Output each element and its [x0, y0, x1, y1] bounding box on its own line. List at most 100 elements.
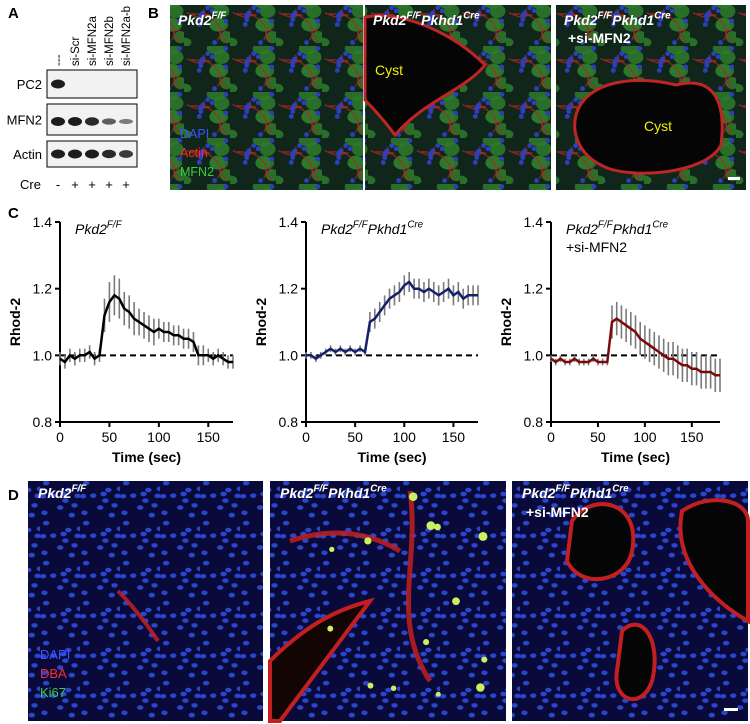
title-part: Pkhd1 [612, 12, 654, 28]
legend-entry: Ki67 [40, 685, 66, 700]
legend-entry: Actin [180, 146, 208, 160]
trace-line [550, 317, 720, 377]
dba-tubule [289, 490, 433, 683]
y-tick-label: 1.0 [524, 347, 544, 363]
y-tick-label: 1.2 [279, 281, 299, 297]
y-tick-label: 1.4 [279, 214, 299, 230]
ki67-nucleus [481, 656, 488, 663]
title-part: Pkd2 [373, 12, 407, 28]
band [51, 117, 65, 126]
x-tick-label: 50 [590, 429, 606, 445]
x-tick-label: 0 [547, 429, 555, 445]
band [85, 149, 99, 159]
cyst-lumen [614, 622, 657, 702]
lane-label: si-MFN2b [104, 16, 116, 66]
y-tick-label: 0.8 [33, 414, 53, 430]
micrograph [28, 481, 263, 721]
band [85, 117, 99, 126]
title-part: Pkd2 [38, 485, 72, 501]
blot-label: MFN2 [7, 113, 42, 128]
micrograph [170, 5, 363, 190]
legend-entry: DAPI [40, 647, 70, 662]
title-part: Pkhd1 [613, 221, 653, 237]
legend-entry: DBA [40, 666, 67, 681]
image-title: Pkd2F/FPkhd1Cre [373, 11, 480, 28]
ki67-nucleus [434, 523, 441, 531]
cre-sign: - [56, 177, 60, 192]
scale-bar [724, 708, 738, 711]
title-sup: F/F [211, 11, 227, 22]
ki67-nucleus [435, 691, 441, 697]
title-part: Pkd2 [321, 221, 353, 237]
y-tick-label: 1.2 [524, 281, 544, 297]
panel-label: D [8, 487, 19, 504]
lane-label: si-MFN2a [87, 16, 99, 66]
lane-label: si-Scr [70, 36, 82, 66]
legend-entry: DAPI [180, 127, 209, 141]
ki67-nucleus [426, 521, 436, 530]
cyst-lumen [268, 597, 375, 723]
y-tick-label: 1.2 [33, 281, 53, 297]
blot-label: PC2 [17, 77, 42, 92]
title-part: Pkd2 [75, 221, 107, 237]
y-axis-label: Rhod-2 [498, 298, 514, 346]
title-part: Pkd2 [280, 485, 314, 501]
title-part: Pkd2 [522, 485, 556, 501]
image-subtitle: +si-MFN2 [526, 504, 589, 520]
image-subtitle: +si-MFN2 [568, 30, 631, 46]
cre-sign: + [88, 177, 96, 192]
title-part: Pkd2 [566, 221, 598, 237]
x-tick-label: 150 [680, 429, 704, 445]
ki67-nucleus [390, 685, 397, 692]
title-sup: Cre [654, 11, 671, 22]
title-part: Pkhd1 [368, 221, 408, 237]
title-sup: F/F [107, 220, 123, 231]
ki67-nucleus [423, 639, 430, 646]
dba-tubule [116, 589, 160, 643]
image-title: Pkd2F/FPkhd1Cre [564, 11, 671, 28]
title-sup: Cre [370, 484, 387, 495]
x-tick-label: 100 [633, 429, 657, 445]
band [102, 149, 116, 159]
x-tick-label: 150 [197, 429, 221, 445]
x-tick-label: 150 [442, 429, 466, 445]
band [119, 118, 133, 125]
title-sup: F/F [597, 11, 613, 22]
panel-label: A [8, 5, 19, 22]
band [102, 118, 116, 125]
cyst-lumen [573, 79, 724, 175]
title-part: Pkhd1 [570, 485, 612, 501]
image-title: Pkd2F/F [38, 484, 87, 501]
y-tick-label: 1.4 [33, 214, 53, 230]
band [51, 79, 65, 89]
x-tick-label: 50 [347, 429, 363, 445]
y-axis-label: Rhod-2 [7, 298, 23, 346]
x-tick-label: 100 [147, 429, 171, 445]
scale-bar [728, 177, 740, 180]
y-tick-label: 1.0 [279, 347, 299, 363]
title-part: Pkd2 [564, 12, 598, 28]
cyst-lumen [564, 502, 636, 581]
y-axis-label: Rhod-2 [253, 298, 269, 346]
image-title: Pkd2F/FPkhd1Cre [321, 220, 424, 237]
legend-entry: MFN2 [180, 165, 214, 179]
title-sup: F/F [555, 484, 571, 495]
y-tick-label: 0.8 [524, 414, 544, 430]
ki67-nucleus [364, 537, 372, 545]
lane-label: si-MFN2a-b [121, 6, 133, 66]
ki67-nucleus [367, 682, 374, 689]
x-tick-label: 0 [302, 429, 310, 445]
ki67-nucleus [452, 597, 460, 606]
x-axis-label: Time (sec) [358, 449, 427, 465]
title-sup: F/F [71, 484, 87, 495]
panel-label: B [148, 5, 159, 22]
ki67-nucleus [476, 683, 485, 692]
image-title: Pkd2F/F [178, 11, 227, 28]
image-annotation: Cyst [644, 118, 672, 134]
title-part: Pkhd1 [421, 12, 463, 28]
title-sup: F/F [353, 220, 369, 231]
trace-line [59, 293, 233, 364]
image-title: Pkd2F/F [75, 220, 123, 237]
y-tick-label: 0.8 [279, 414, 299, 430]
